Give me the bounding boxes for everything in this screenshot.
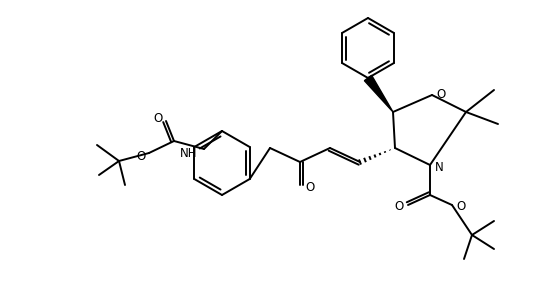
Text: NH: NH (180, 147, 197, 160)
Text: O: O (394, 201, 404, 214)
Text: N: N (435, 160, 443, 174)
Polygon shape (364, 75, 393, 112)
Text: O: O (136, 149, 146, 162)
Text: O: O (436, 87, 445, 101)
Text: O: O (456, 201, 465, 214)
Text: O: O (153, 112, 162, 124)
Text: O: O (305, 181, 315, 193)
